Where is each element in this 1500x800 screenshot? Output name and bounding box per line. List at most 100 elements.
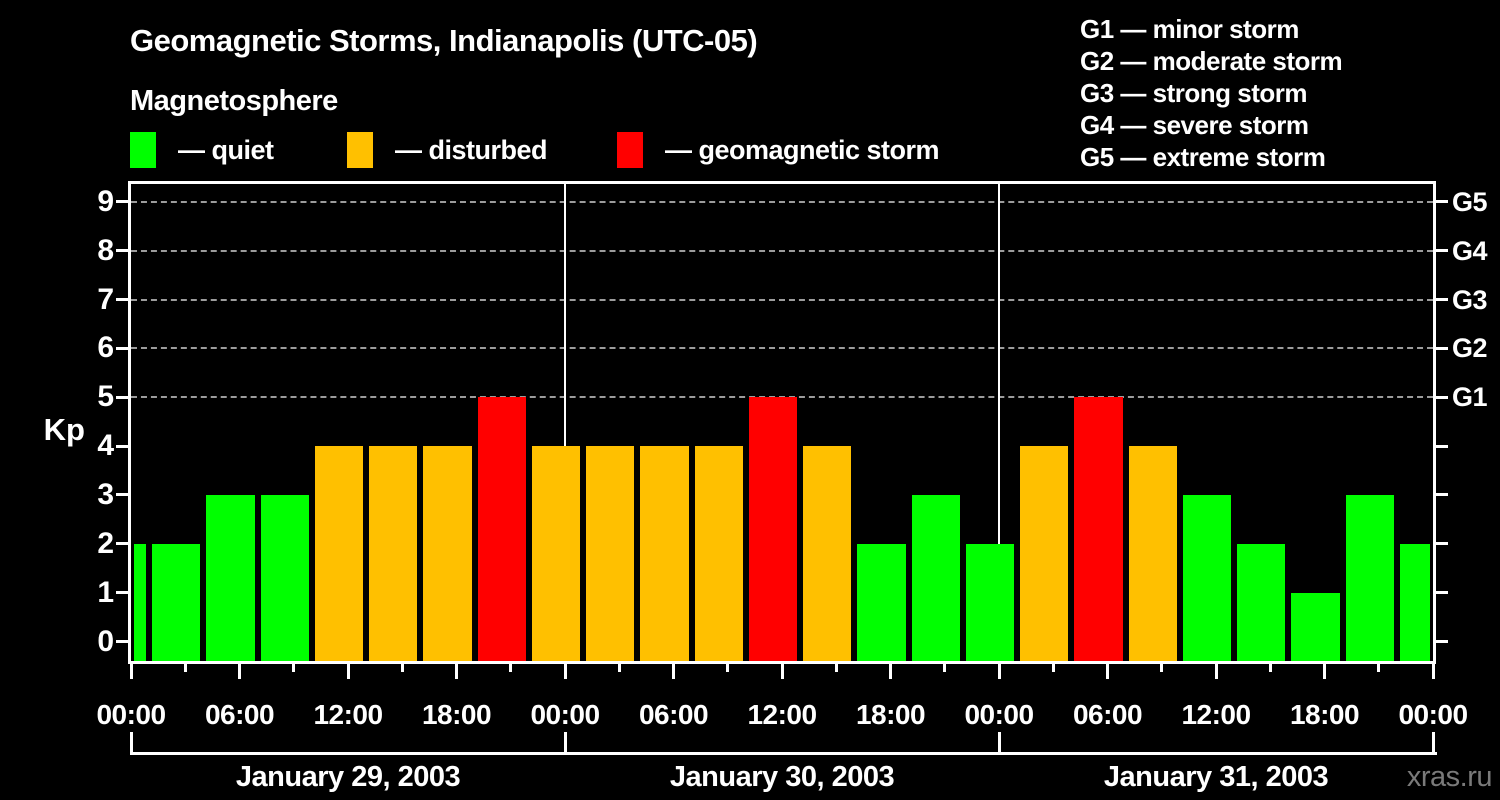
legend-label: — disturbed xyxy=(395,135,548,165)
x-axis-major-tick xyxy=(238,664,241,679)
g-legend-line: G3 — strong storm xyxy=(1080,78,1307,108)
x-axis-minor-tick xyxy=(943,664,947,672)
storm-level-gridline xyxy=(131,298,1433,301)
chart-subtitle: Magnetosphere xyxy=(130,85,338,117)
g-level-label: G2 xyxy=(1452,333,1488,364)
y-axis-tick-right xyxy=(1436,395,1448,399)
y-axis-tick-left xyxy=(116,444,128,448)
x-tick-label: 18:00 xyxy=(1289,699,1360,730)
date-label: January 30, 2003 xyxy=(669,761,895,793)
x-axis-major-tick xyxy=(997,664,1001,679)
y-tick-label: 0 xyxy=(97,624,114,658)
x-axis-minor-tick xyxy=(726,664,730,672)
kp-bar xyxy=(1020,446,1069,661)
kp-bar xyxy=(640,446,689,661)
x-axis-major-tick xyxy=(563,664,567,679)
x-axis-major-tick xyxy=(1106,664,1109,679)
bracket-tick xyxy=(129,732,133,755)
date-label: January 31, 2003 xyxy=(1103,761,1329,793)
x-axis-minor-tick xyxy=(183,664,187,672)
x-axis-minor-tick xyxy=(292,664,296,672)
y-tick-label: 8 xyxy=(97,233,114,267)
g-level-label: G5 xyxy=(1452,186,1488,217)
storm-level-gridline xyxy=(131,347,1433,350)
y-axis-tick-left xyxy=(116,298,128,302)
y-axis-tick-left xyxy=(116,591,128,595)
x-axis-minor-tick xyxy=(400,664,404,672)
x-tick-label: 12:00 xyxy=(1181,699,1251,730)
g-level-label: G4 xyxy=(1452,235,1488,266)
x-tick-label: 18:00 xyxy=(855,699,926,730)
kp-bar xyxy=(314,446,364,661)
x-axis-major-tick xyxy=(1214,664,1218,679)
kp-bar xyxy=(260,494,309,661)
kp-bar xyxy=(1128,446,1177,661)
x-tick-label: 06:00 xyxy=(204,699,275,730)
y-axis-tick-left xyxy=(116,346,128,350)
x-axis-major-tick xyxy=(346,664,350,679)
g-legend-line: G2 — moderate storm xyxy=(1080,46,1343,76)
x-axis-minor-tick xyxy=(1051,664,1055,672)
kp-bar xyxy=(803,446,852,661)
date-label: January 29, 2003 xyxy=(235,761,461,793)
x-axis-minor-tick xyxy=(1160,664,1164,672)
day-boundary-line xyxy=(564,184,566,661)
y-axis-tick-right xyxy=(1436,493,1448,497)
y-tick-label: 7 xyxy=(97,282,114,316)
y-axis-tick-right xyxy=(1436,200,1448,204)
x-tick-label: 12:00 xyxy=(747,699,817,730)
g-legend-line: G1 — minor storm xyxy=(1080,14,1299,44)
x-tick-label: 00:00 xyxy=(96,699,166,730)
x-tick-label: 12:00 xyxy=(313,699,383,730)
y-axis-tick-left xyxy=(116,249,128,253)
x-axis-major-tick xyxy=(129,664,133,679)
kp-bar xyxy=(531,446,581,661)
kp-bar xyxy=(1182,494,1232,661)
x-axis-minor-tick xyxy=(1377,664,1381,672)
y-tick-label: 3 xyxy=(97,477,114,511)
y-axis-tick-right xyxy=(1436,346,1448,350)
x-tick-label: 06:00 xyxy=(1072,699,1143,730)
kp-bar xyxy=(748,397,798,661)
day-boundary-line xyxy=(998,184,1000,661)
x-axis-major-tick xyxy=(1323,664,1326,679)
x-tick-label: 00:00 xyxy=(530,699,600,730)
kp-bar xyxy=(134,543,147,661)
kp-bar xyxy=(857,543,906,661)
x-axis-minor-tick xyxy=(834,664,838,672)
x-axis-major-tick xyxy=(1431,664,1435,679)
x-axis-minor-tick xyxy=(509,664,513,672)
kp-bar xyxy=(477,397,526,661)
x-axis-minor-tick xyxy=(1268,664,1272,672)
y-axis-tick-right xyxy=(1436,542,1448,546)
y-axis-tick-right xyxy=(1436,298,1448,302)
y-axis-tick-left xyxy=(116,200,128,204)
legend-swatch xyxy=(617,132,643,168)
y-tick-label: 2 xyxy=(97,526,114,560)
kp-bar xyxy=(369,446,418,661)
bracket-line xyxy=(131,752,1437,755)
page-title: Geomagnetic Storms, Indianapolis (UTC-05… xyxy=(130,23,758,58)
storm-level-gridline xyxy=(131,200,1433,203)
y-axis-tick-right xyxy=(1436,591,1448,595)
kp-bar xyxy=(1074,397,1123,661)
bracket-tick xyxy=(563,732,567,755)
kp-bar xyxy=(586,446,635,661)
x-tick-label: 18:00 xyxy=(421,699,492,730)
x-axis-minor-tick xyxy=(617,664,621,672)
g-level-label: G1 xyxy=(1452,382,1488,413)
legend-swatch xyxy=(130,132,156,168)
kp-bar xyxy=(423,446,472,661)
x-axis-major-tick xyxy=(672,664,675,679)
kp-bar xyxy=(1291,592,1340,661)
x-axis-major-tick xyxy=(889,664,892,679)
kp-bar xyxy=(911,494,960,661)
legend-label: — quiet xyxy=(178,135,274,165)
legend-label: — geomagnetic storm xyxy=(665,135,940,165)
g-legend-line: G4 — severe storm xyxy=(1080,110,1309,140)
x-axis-major-tick xyxy=(455,664,458,679)
bracket-tick xyxy=(1431,732,1435,755)
y-axis-tick-left xyxy=(116,542,128,546)
plot-area xyxy=(128,181,1436,664)
